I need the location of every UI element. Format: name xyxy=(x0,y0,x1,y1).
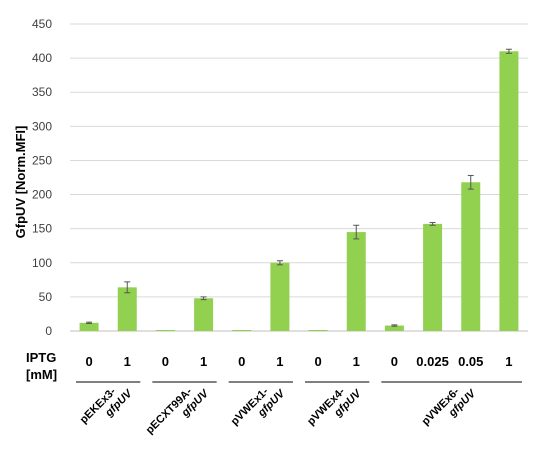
error-bars xyxy=(86,48,512,327)
category-labels: 0 1 0 1 0 1 0 1 0 0.025 0.05 1 xyxy=(85,354,512,369)
bar-5 xyxy=(270,262,290,331)
category-label-4: 0 xyxy=(238,354,245,369)
y-tick-450: 450 xyxy=(32,17,52,31)
y-tick-150: 150 xyxy=(32,222,52,236)
y-tick-50: 50 xyxy=(39,290,53,304)
category-label-7: 1 xyxy=(353,354,360,369)
y-axis-label: GfpUV [Norm.MFI] xyxy=(13,126,28,239)
iptg-row-label-line1: IPTG xyxy=(26,350,56,365)
category-label-0: 0 xyxy=(85,354,92,369)
category-label-5: 1 xyxy=(276,354,283,369)
bar-3 xyxy=(194,298,214,331)
group-label-4: pVWEx6-gfpUV xyxy=(420,377,480,437)
category-label-3: 1 xyxy=(200,354,207,369)
gridlines xyxy=(70,23,528,332)
group-label-2: pVWEx1-gfpUV xyxy=(229,377,289,437)
category-label-2: 0 xyxy=(162,354,169,369)
bar-10 xyxy=(461,182,481,331)
error-bar-1 xyxy=(124,281,131,294)
error-bar-8 xyxy=(391,324,398,327)
category-label-10: 0.05 xyxy=(458,354,483,369)
error-bar-10 xyxy=(467,174,474,190)
error-bar-9 xyxy=(429,222,436,226)
bar-2 xyxy=(155,330,175,331)
y-tick-200: 200 xyxy=(32,188,52,202)
y-tick-300: 300 xyxy=(32,119,52,133)
y-tick-250: 250 xyxy=(32,153,52,167)
bars xyxy=(79,51,519,332)
y-tick-labels: 0 50 100 150 200 250 300 350 400 450 xyxy=(32,17,52,338)
group-label-0: pEKEx3-gfpUV xyxy=(78,377,136,435)
group-label-3: pVWEx4-gfpUV xyxy=(305,377,365,437)
category-label-6: 0 xyxy=(314,354,321,369)
category-label-9: 0.025 xyxy=(416,354,449,369)
bar-1 xyxy=(117,287,137,331)
category-label-8: 0 xyxy=(391,354,398,369)
y-tick-100: 100 xyxy=(32,256,52,270)
y-tick-350: 350 xyxy=(32,85,52,99)
bar-8 xyxy=(384,325,404,331)
category-label-1: 1 xyxy=(124,354,131,369)
error-bar-11 xyxy=(505,48,512,54)
error-bar-0 xyxy=(86,321,93,324)
error-bar-3 xyxy=(200,296,207,301)
bar-4 xyxy=(232,330,252,331)
y-tick-400: 400 xyxy=(32,51,52,65)
category-label-11: 1 xyxy=(505,354,512,369)
iptg-row-label-line2: [mM] xyxy=(26,367,57,382)
error-bar-7 xyxy=(353,224,360,240)
group-label-1: pECXT99A-gfpUV xyxy=(144,377,212,445)
bar-9 xyxy=(423,223,443,331)
error-bar-5 xyxy=(276,260,283,266)
bar-7 xyxy=(346,232,366,331)
bar-0 xyxy=(79,322,99,331)
y-tick-0: 0 xyxy=(45,324,52,338)
group-labels: pEKEx3-gfpUV pECXT99A-gfpUV pVWEx1-gfpUV pV… xyxy=(76,377,522,445)
bar-6 xyxy=(308,330,328,331)
bar-11 xyxy=(499,51,519,332)
